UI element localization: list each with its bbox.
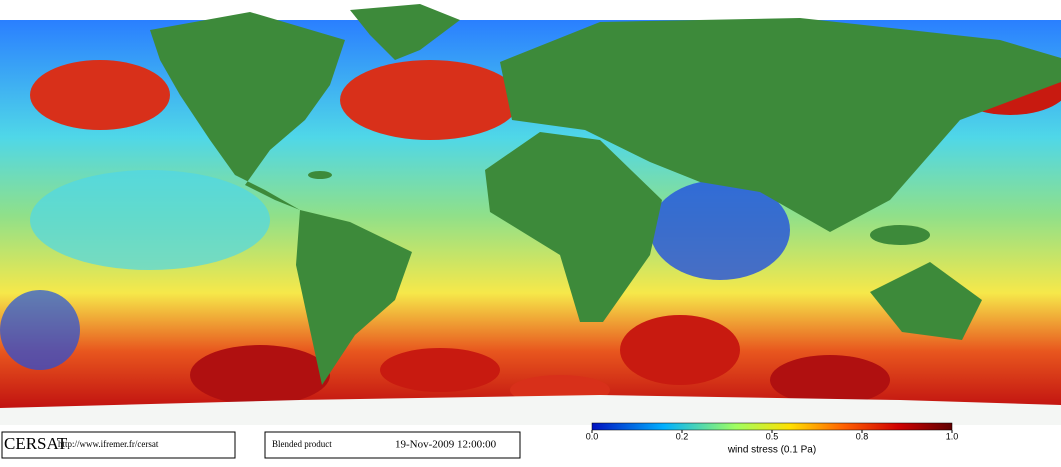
colorbar [591,422,953,431]
colorbar-tick-label: 0.8 [856,431,869,441]
url[interactable]: http://www.ifremer.fr/cersat [58,439,159,449]
logo: CERSAT [4,434,68,453]
colorbar-tick-label: 0.2 [676,431,689,441]
logo-box [1,431,236,459]
product: Blended product [272,439,332,449]
colorbar-tick-label: 1.0 [946,431,959,441]
colorbar-title: wind stress (0.1 Pa) [727,445,816,456]
colorbar-tick-label: 0.0 [586,431,599,441]
land [150,4,1061,385]
date: 19-Nov-2009 12:00:00 [395,439,497,451]
antarctica [0,395,1061,425]
product-box [264,431,521,459]
colorbar-tick-label: 0.5 [766,431,779,441]
